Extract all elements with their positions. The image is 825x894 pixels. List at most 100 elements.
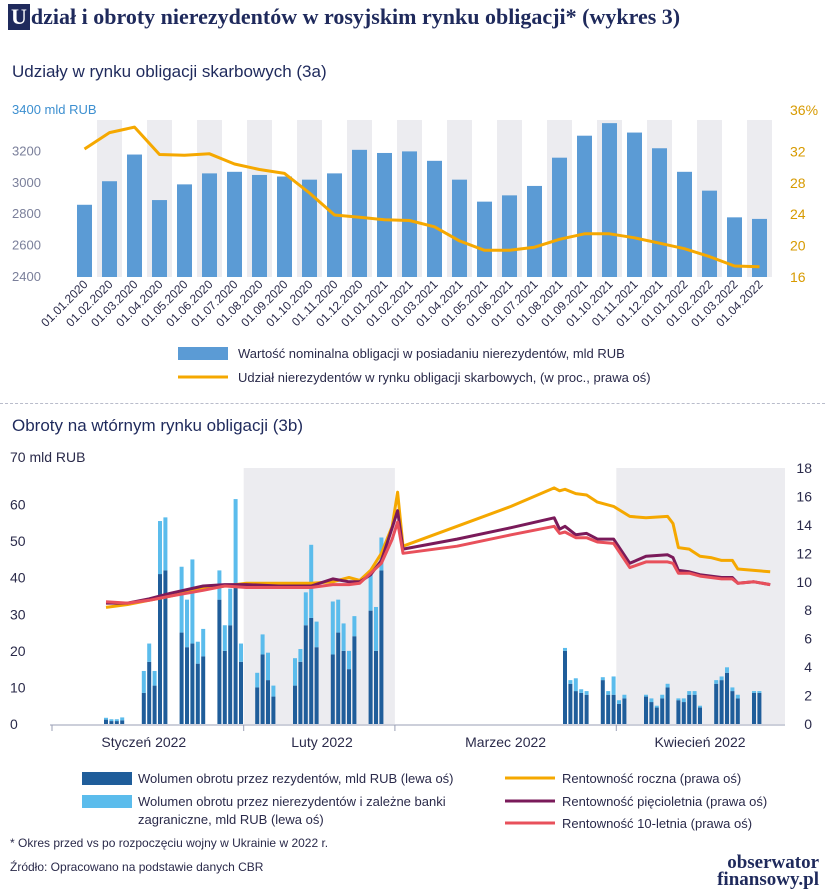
bar [302, 179, 317, 277]
y-tick-label: 50 [10, 533, 26, 549]
bar-residents [735, 698, 740, 724]
bar-nonresidents [649, 698, 654, 703]
title-initial: U [8, 4, 30, 30]
bar-nonresidents [617, 700, 621, 704]
legend-swatch-nonresidents [82, 795, 132, 808]
bar-residents [654, 707, 659, 724]
bar-residents [120, 720, 125, 724]
bar-nonresidents [347, 650, 351, 670]
bar-residents [195, 663, 200, 724]
bar-residents [163, 570, 168, 724]
month-label: Marzec 2022 [465, 734, 546, 750]
bar-nonresidents [271, 685, 276, 697]
y-tick-label: 0 [10, 716, 18, 732]
bar-residents [109, 721, 114, 724]
y2-tick-label: 4 [804, 659, 812, 675]
bar-residents [303, 625, 308, 724]
bar [552, 157, 567, 277]
bar [602, 123, 617, 277]
y2-tick-label: 28 [790, 175, 806, 191]
y2-tick-label: 32 [790, 143, 806, 159]
bar-nonresidents [185, 599, 189, 648]
y2-tick-label: 2 [804, 688, 812, 704]
y-tick-label: 30 [10, 606, 26, 622]
bar-nonresidents [314, 621, 319, 648]
bar-nonresidents [147, 643, 152, 662]
bar-residents [330, 654, 335, 724]
bar [102, 181, 117, 277]
bar-nonresidents [309, 544, 314, 618]
bar-nonresidents [195, 641, 200, 664]
bar-residents [347, 669, 351, 724]
bar-nonresidents [660, 694, 665, 699]
bar-residents [374, 650, 378, 724]
bar-residents [233, 585, 238, 724]
y2-tick-label: 8 [804, 602, 812, 618]
bar-residents [584, 694, 589, 724]
bar-residents [563, 650, 567, 724]
bar-residents [141, 692, 146, 724]
legend-label-yield-5y-line: Rentowność pięcioletnia (prawa oś) [562, 794, 767, 809]
legend-label-yield-10y-line: Rentowność 10-letnia (prawa oś) [562, 816, 752, 831]
bar-residents [606, 694, 611, 724]
yield-1y-line [105, 486, 771, 609]
bar-residents [714, 683, 719, 724]
bar-residents [681, 702, 686, 724]
bar-residents [757, 692, 762, 724]
y2-tick-label: 14 [796, 517, 812, 533]
bar-nonresidents [654, 705, 659, 708]
bar [277, 176, 292, 277]
month-label: Kwiecień 2022 [654, 734, 745, 750]
bar-nonresidents [573, 678, 578, 692]
bar-residents [260, 654, 265, 724]
bar [502, 195, 517, 277]
bar [452, 179, 467, 277]
bar-residents [752, 692, 756, 724]
bar-nonresidents [336, 599, 341, 633]
y2-tick-label: 18 [796, 460, 812, 476]
bar [252, 174, 267, 277]
bar-nonresidents [600, 677, 605, 681]
bar-nonresidents [298, 649, 303, 662]
y-tick-label: 2400 [12, 269, 41, 284]
bar-residents [298, 661, 303, 724]
bar-residents [622, 698, 627, 724]
bar-residents [660, 698, 665, 724]
bar-residents [600, 680, 605, 724]
y-tick-label: 60 [10, 497, 26, 513]
bar [77, 204, 92, 277]
bar-residents [579, 692, 584, 724]
bar [652, 148, 667, 277]
bar [377, 152, 392, 277]
bar-residents [644, 696, 648, 724]
bar [352, 149, 367, 277]
bar [327, 173, 342, 277]
bar-residents [379, 570, 384, 724]
y-tick-label: 2600 [12, 238, 41, 253]
bar-nonresidents [698, 705, 702, 708]
bar-nonresidents [152, 670, 157, 686]
bar-residents [158, 574, 162, 724]
bar-residents [239, 661, 243, 724]
bar-nonresidents [239, 643, 243, 662]
bar-residents [266, 680, 270, 724]
bar-residents [573, 691, 578, 724]
bar-nonresidents [228, 588, 233, 626]
bar-nonresidents [266, 652, 270, 681]
bar-residents [309, 617, 314, 724]
bar-nonresidents [692, 691, 697, 695]
bar-nonresidents [303, 592, 308, 626]
source-note: Źródło: Opracowano na podstawie danych C… [10, 860, 264, 874]
bar-nonresidents [563, 647, 567, 651]
y2-tick-label: 6 [804, 631, 812, 647]
bar [752, 218, 767, 277]
bar [152, 200, 167, 277]
bar-nonresidents [644, 694, 648, 697]
bar-residents [104, 719, 108, 724]
bar-residents [676, 700, 681, 724]
bar-nonresidents [368, 570, 373, 611]
bar-residents [147, 661, 152, 724]
chart-a-title: Udziały w rynku obligacji skarbowych (3a… [12, 62, 327, 81]
yield-10y-line [105, 520, 771, 605]
bar-nonresidents [341, 623, 346, 651]
